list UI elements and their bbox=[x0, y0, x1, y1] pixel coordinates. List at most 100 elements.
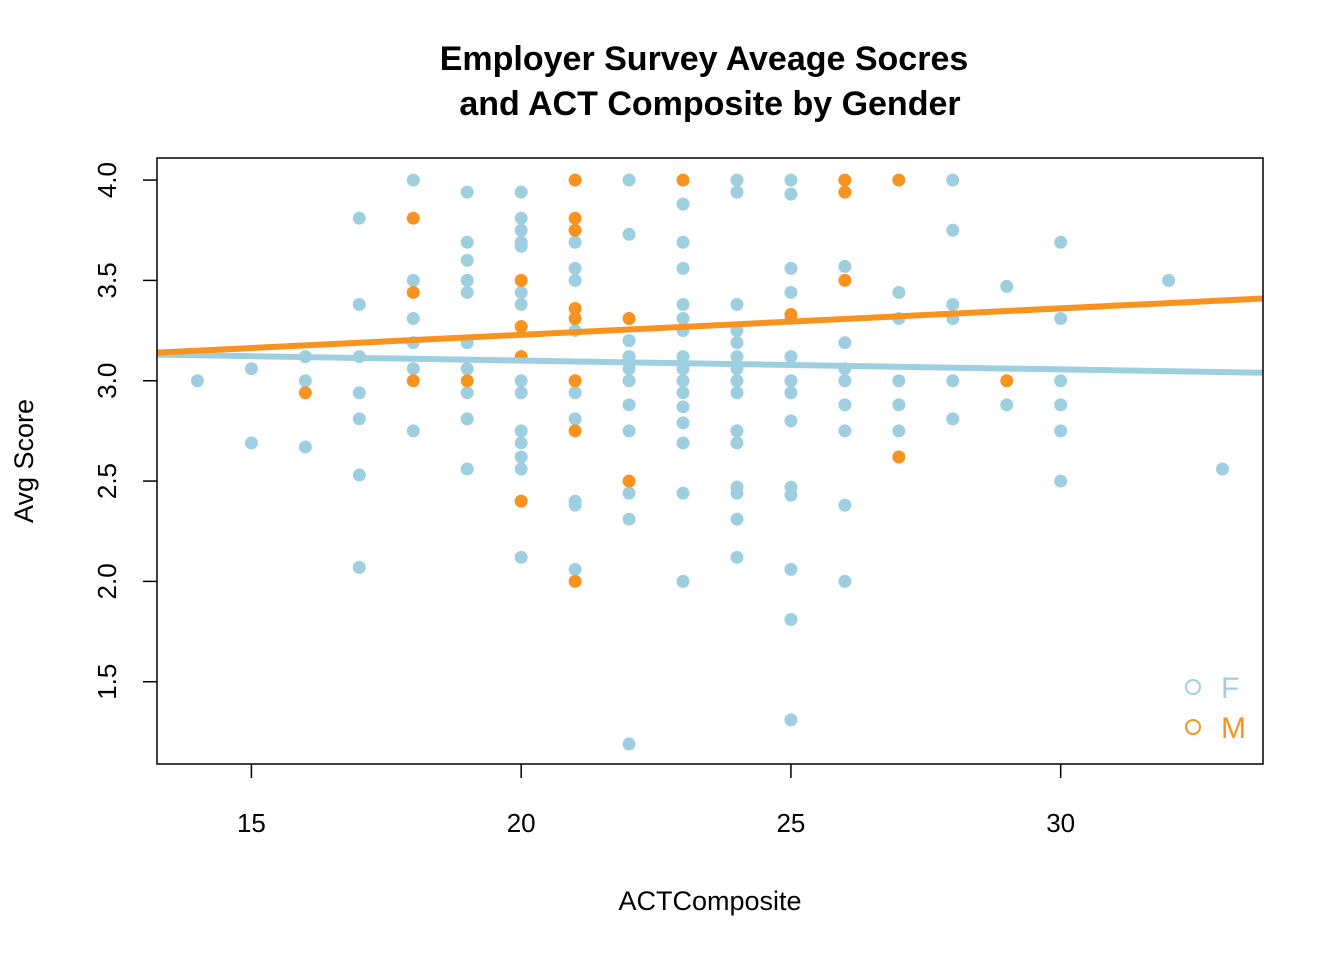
point-f-117 bbox=[892, 285, 906, 299]
point-f-37 bbox=[514, 386, 528, 400]
point-f-123 bbox=[946, 223, 960, 237]
point-f-136 bbox=[1162, 273, 1176, 287]
point-f-110 bbox=[838, 336, 852, 350]
point-m-13 bbox=[568, 312, 582, 326]
point-f-2 bbox=[244, 436, 258, 450]
point-f-18 bbox=[406, 424, 420, 438]
chart-title-line-2: and ACT Composite by Gender bbox=[459, 85, 960, 123]
point-f-23 bbox=[460, 285, 474, 299]
point-f-107 bbox=[784, 613, 798, 627]
point-f-89 bbox=[730, 424, 744, 438]
point-f-53 bbox=[622, 173, 636, 187]
point-f-113 bbox=[838, 398, 852, 412]
fit-line-m bbox=[156, 295, 1264, 356]
point-f-60 bbox=[622, 398, 636, 412]
point-f-126 bbox=[946, 374, 960, 388]
point-f-4 bbox=[298, 374, 312, 388]
point-f-82 bbox=[730, 297, 744, 311]
point-f-124 bbox=[946, 297, 960, 311]
point-f-135 bbox=[1054, 474, 1068, 488]
point-f-36 bbox=[514, 374, 528, 388]
point-f-48 bbox=[568, 386, 582, 400]
point-f-15 bbox=[406, 312, 420, 326]
point-f-22 bbox=[460, 273, 474, 287]
point-m-14 bbox=[568, 374, 582, 388]
point-f-58 bbox=[622, 362, 636, 376]
point-f-61 bbox=[622, 424, 636, 438]
point-f-31 bbox=[514, 223, 528, 237]
point-f-132 bbox=[1054, 374, 1068, 388]
point-f-96 bbox=[784, 187, 798, 201]
point-f-76 bbox=[676, 416, 690, 430]
point-f-20 bbox=[460, 235, 474, 249]
point-f-80 bbox=[730, 173, 744, 187]
point-f-79 bbox=[676, 574, 690, 588]
point-f-34 bbox=[514, 285, 528, 299]
point-f-95 bbox=[784, 173, 798, 187]
point-f-105 bbox=[784, 488, 798, 502]
point-f-19 bbox=[460, 185, 474, 199]
point-f-131 bbox=[1054, 312, 1068, 326]
plot-frame bbox=[156, 157, 1264, 765]
point-m-6 bbox=[514, 320, 528, 334]
x-axis: 15 20 25 30 bbox=[237, 764, 1075, 838]
point-f-67 bbox=[676, 261, 690, 275]
point-f-102 bbox=[784, 386, 798, 400]
point-f-64 bbox=[622, 737, 636, 751]
point-m-25 bbox=[892, 450, 906, 464]
point-f-28 bbox=[460, 462, 474, 476]
point-f-114 bbox=[838, 424, 852, 438]
point-f-77 bbox=[676, 436, 690, 450]
point-m-3 bbox=[406, 374, 420, 388]
point-m-11 bbox=[568, 223, 582, 237]
point-m-0 bbox=[298, 386, 312, 400]
point-f-62 bbox=[622, 486, 636, 500]
point-f-98 bbox=[784, 285, 798, 299]
y-tick-label-4: 3.5 bbox=[92, 262, 122, 298]
y-axis: 1.5 2.0 2.5 3.0 3.5 4.0 bbox=[92, 162, 157, 700]
legend: FM bbox=[1185, 672, 1246, 745]
y-tick-label-2: 2.5 bbox=[92, 463, 122, 499]
data-points bbox=[190, 173, 1230, 751]
point-m-21 bbox=[838, 173, 852, 187]
point-m-22 bbox=[838, 185, 852, 199]
point-m-2 bbox=[406, 285, 420, 299]
point-f-90 bbox=[730, 436, 744, 450]
x-tick-label-15: 15 bbox=[237, 808, 266, 838]
point-f-5 bbox=[298, 440, 312, 454]
point-f-63 bbox=[622, 512, 636, 526]
legend-label-m: M bbox=[1221, 712, 1246, 745]
point-f-100 bbox=[784, 350, 798, 364]
point-m-10 bbox=[568, 211, 582, 225]
point-f-121 bbox=[892, 424, 906, 438]
point-f-108 bbox=[784, 713, 798, 727]
point-f-116 bbox=[838, 574, 852, 588]
point-f-59 bbox=[622, 374, 636, 388]
point-f-40 bbox=[514, 450, 528, 464]
point-f-120 bbox=[892, 398, 906, 412]
point-f-129 bbox=[1000, 398, 1014, 412]
point-f-43 bbox=[568, 235, 582, 249]
point-f-78 bbox=[676, 486, 690, 500]
point-f-30 bbox=[514, 211, 528, 225]
point-f-33 bbox=[514, 239, 528, 253]
point-f-122 bbox=[946, 173, 960, 187]
point-f-68 bbox=[676, 297, 690, 311]
y-axis-label: Avg Score bbox=[9, 399, 39, 523]
point-f-137 bbox=[1216, 462, 1230, 476]
point-f-106 bbox=[784, 562, 798, 576]
point-f-49 bbox=[568, 412, 582, 426]
point-f-130 bbox=[1054, 235, 1068, 249]
point-m-17 bbox=[622, 312, 636, 326]
point-f-10 bbox=[352, 412, 366, 426]
point-m-4 bbox=[460, 374, 474, 388]
point-f-39 bbox=[514, 436, 528, 450]
point-f-65 bbox=[676, 197, 690, 211]
point-f-9 bbox=[352, 386, 366, 400]
point-m-5 bbox=[514, 273, 528, 287]
point-f-54 bbox=[622, 227, 636, 241]
point-f-127 bbox=[946, 412, 960, 426]
legend-marker-f bbox=[1185, 679, 1201, 695]
point-f-88 bbox=[730, 386, 744, 400]
